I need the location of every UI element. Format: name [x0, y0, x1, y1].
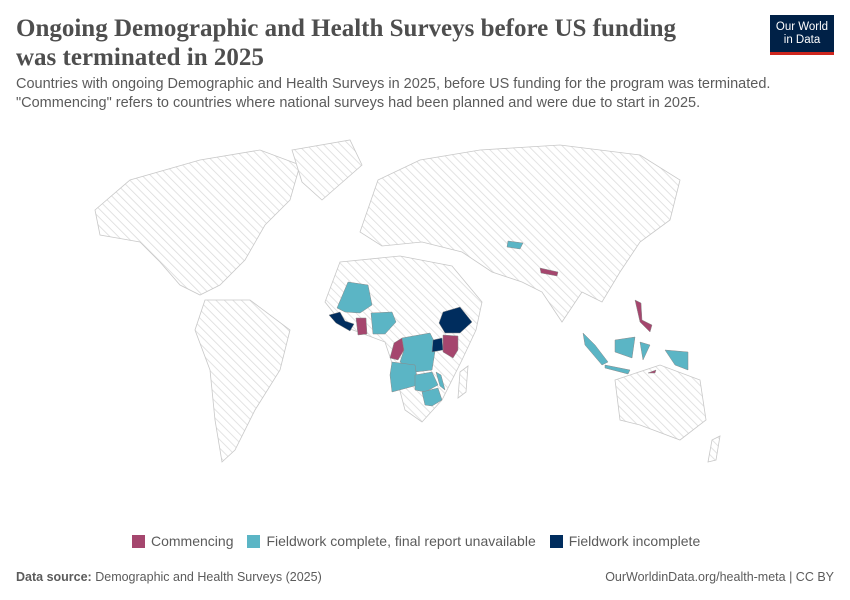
country-angola[interactable]: Angola — [389, 361, 419, 393]
south-america — [194, 299, 291, 463]
country-malawi[interactable]: Malawi — [435, 371, 446, 391]
eurasia — [359, 144, 681, 323]
country-ethiopia[interactable]: Ethiopia — [438, 306, 473, 334]
country-uganda[interactable]: Uganda — [431, 337, 444, 353]
country-republic-of-the-congo[interactable]: Republic of the Congo — [389, 337, 405, 361]
country-indonesia[interactable]: Indonesia — [639, 341, 651, 361]
country-indonesia[interactable]: Indonesia — [582, 332, 609, 366]
north-america — [94, 149, 301, 296]
country-timor-leste[interactable]: Timor-Leste — [647, 369, 657, 374]
legend-item-fieldwork-incomplete[interactable]: Fieldwork incomplete — [549, 533, 701, 549]
country-indonesia[interactable]: Indonesia — [604, 364, 631, 375]
legend-swatch — [247, 534, 261, 548]
country-indonesia[interactable]: Indonesia — [614, 336, 636, 359]
logo-line-2: in Data — [783, 33, 821, 46]
legend-swatch — [132, 534, 145, 548]
page-subtitle: Countries with ongoing Demographic and H… — [16, 76, 771, 111]
legend-label: Fieldwork complete, final report unavail… — [266, 533, 536, 549]
legend-swatch — [549, 534, 563, 548]
new-zealand — [707, 435, 721, 463]
country-indonesia[interactable]: Indonesia — [664, 349, 689, 371]
country-tajikistan[interactable]: Tajikistan — [506, 240, 524, 250]
world-map[interactable]: GhanaRepublic of the CongoKenyaBurundiNe… — [0, 130, 850, 520]
no-data-landmass — [94, 139, 721, 463]
legend-item-fieldwork-complete[interactable]: Fieldwork complete, final report unavail… — [247, 533, 536, 549]
country-zambia[interactable]: Zambia — [414, 371, 439, 393]
footer-right[interactable]: OurWorldinData.org/health-meta | CC BY — [605, 570, 834, 584]
owid-logo[interactable]: Our World in Data — [770, 15, 834, 55]
legend: Commencing Fieldwork complete, final rep… — [132, 533, 700, 549]
country-mali[interactable]: Mali — [336, 281, 373, 314]
page-title: Ongoing Demographic and Health Surveys b… — [16, 15, 677, 71]
data-source: Data source: Demographic and Health Surv… — [16, 570, 322, 584]
madagascar — [457, 365, 469, 399]
country-philippines[interactable]: Philippines — [634, 299, 653, 333]
legend-item-commencing[interactable]: Commencing — [132, 533, 233, 549]
country-zimbabwe[interactable]: Zimbabwe — [421, 387, 443, 407]
country-guinea[interactable]: Guinea — [328, 311, 355, 332]
australia — [614, 364, 707, 441]
logo-line-1: Our World — [775, 20, 829, 33]
greenland — [291, 139, 363, 201]
country-democratic-republic-of-congo[interactable]: Democratic Republic of Congo — [399, 332, 437, 373]
source-link[interactable]: Demographic and Health Surveys (2025) — [95, 570, 322, 584]
legend-label: Fieldwork incomplete — [568, 533, 701, 549]
country-ghana[interactable]: Ghana — [355, 317, 368, 336]
legend-label: Commencing — [151, 533, 234, 549]
source-label: Data source: — [16, 570, 92, 584]
country-nigeria[interactable]: Nigeria — [370, 311, 397, 335]
country-nepal[interactable]: Nepal — [539, 267, 559, 277]
